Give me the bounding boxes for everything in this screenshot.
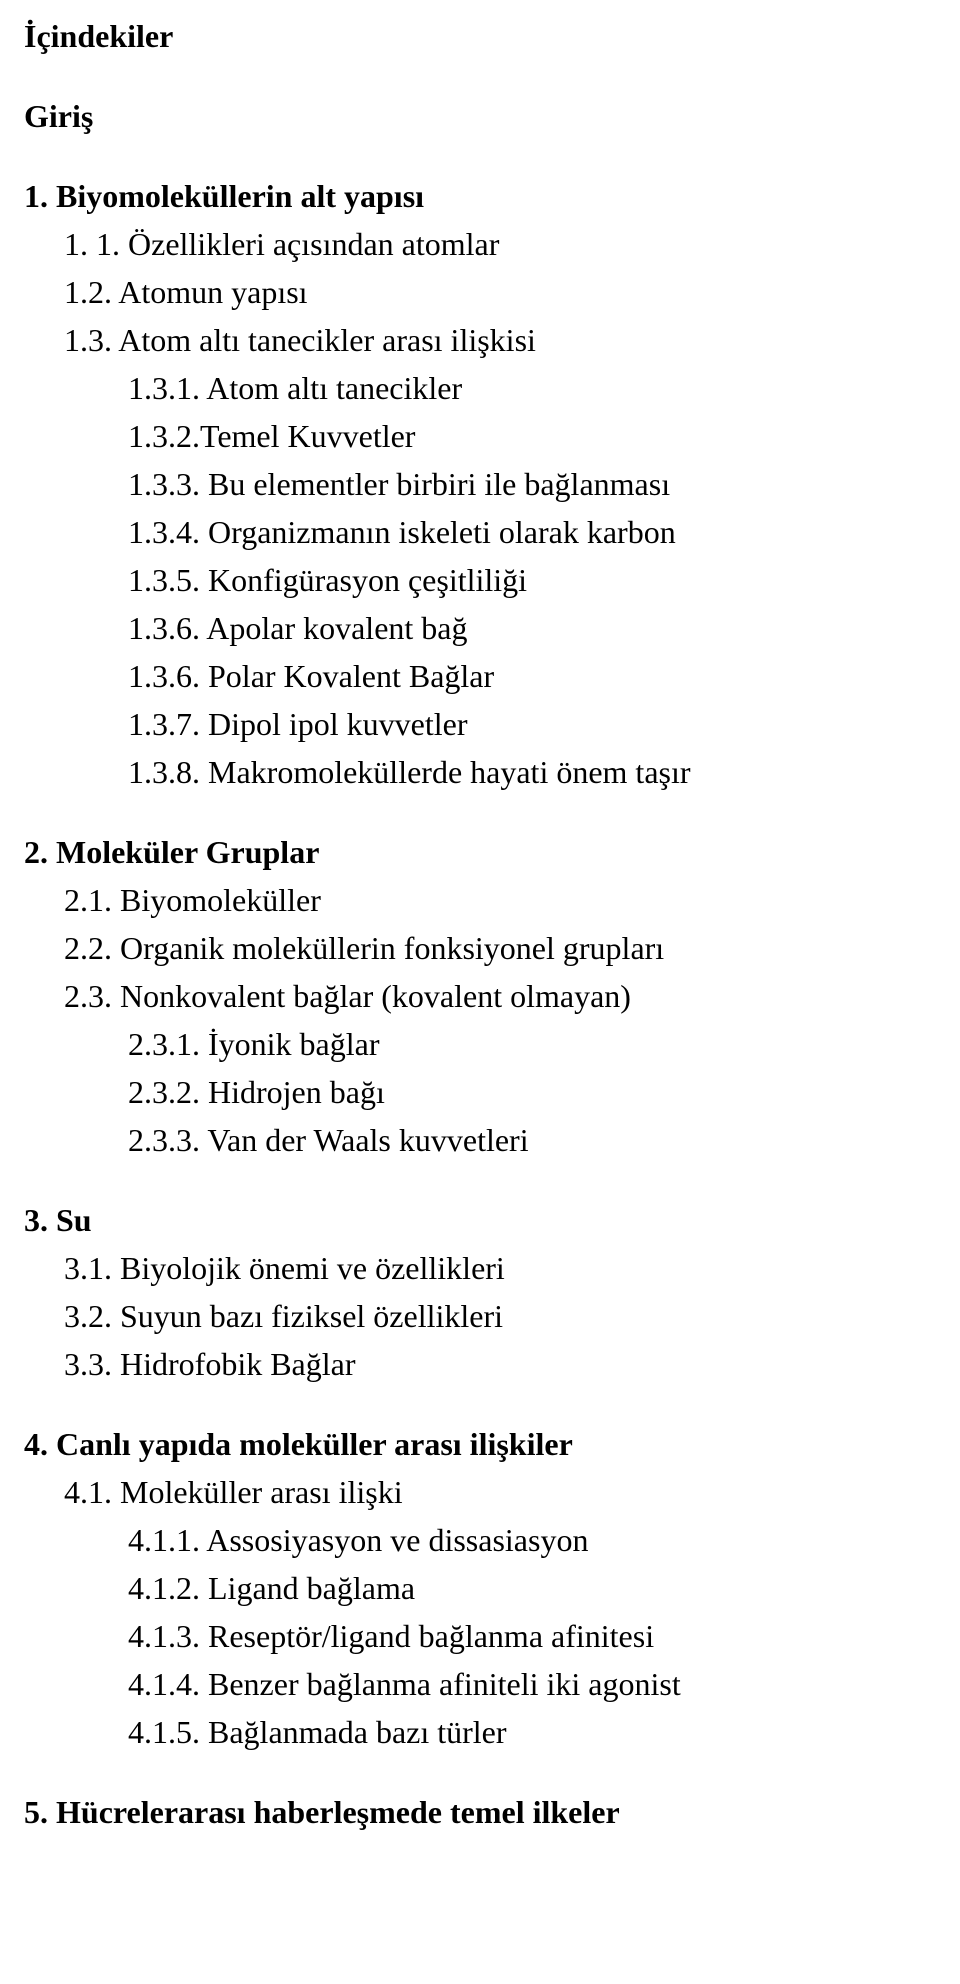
toc-item: 1.3.6. Polar Kovalent Bağlar bbox=[24, 652, 936, 700]
toc-item: 4.1.5. Bağlanmada bazı türler bbox=[24, 1708, 936, 1756]
toc-item: 2.3.3. Van der Waals kuvvetleri bbox=[24, 1116, 936, 1164]
document-root: İçindekiler Giriş 1. Biyomoleküllerin al… bbox=[24, 12, 936, 1836]
toc-item: 4.1.3. Reseptör/ligand bağlanma afinites… bbox=[24, 1612, 936, 1660]
section-5-title: 5. Hücrelerarası haberleşmede temel ilke… bbox=[24, 1788, 936, 1836]
toc-item: 1.3.8. Makromoleküllerde hayati önem taş… bbox=[24, 748, 936, 796]
toc-item: 2.1. Biyomoleküller bbox=[24, 876, 936, 924]
toc-item: 2.2. Organik moleküllerin fonksiyonel gr… bbox=[24, 924, 936, 972]
heading-contents: İçindekiler bbox=[24, 12, 936, 60]
toc-item: 1.3.5. Konfigürasyon çeşitliliği bbox=[24, 556, 936, 604]
section-1-title: 1. Biyomoleküllerin alt yapısı bbox=[24, 172, 936, 220]
section-4-title: 4. Canlı yapıda moleküller arası ilişkil… bbox=[24, 1420, 936, 1468]
toc-item: 3.3. Hidrofobik Bağlar bbox=[24, 1340, 936, 1388]
toc-item: 4.1. Moleküller arası ilişki bbox=[24, 1468, 936, 1516]
toc-item: 2.3. Nonkovalent bağlar (kovalent olmaya… bbox=[24, 972, 936, 1020]
toc-item: 1.3.4. Organizmanın iskeleti olarak karb… bbox=[24, 508, 936, 556]
toc-item: 1.2. Atomun yapısı bbox=[24, 268, 936, 316]
toc-item: 4.1.1. Assosiyasyon ve dissasiasyon bbox=[24, 1516, 936, 1564]
section-3-title: 3. Su bbox=[24, 1196, 936, 1244]
toc-item: 3.1. Biyolojik önemi ve özellikleri bbox=[24, 1244, 936, 1292]
toc-item: 1.3.1. Atom altı tanecikler bbox=[24, 364, 936, 412]
toc-item: 1.3. Atom altı tanecikler arası ilişkisi bbox=[24, 316, 936, 364]
toc-item: 3.2. Suyun bazı fiziksel özellikleri bbox=[24, 1292, 936, 1340]
toc-item: 2.3.1. İyonik bağlar bbox=[24, 1020, 936, 1068]
toc-item: 4.1.2. Ligand bağlama bbox=[24, 1564, 936, 1612]
heading-intro: Giriş bbox=[24, 92, 936, 140]
toc-item: 4.1.4. Benzer bağlanma afiniteli iki ago… bbox=[24, 1660, 936, 1708]
toc-item: 1.3.3. Bu elementler birbiri ile bağlanm… bbox=[24, 460, 936, 508]
toc-item: 1.3.7. Dipol ipol kuvvetler bbox=[24, 700, 936, 748]
toc-item: 1.3.2.Temel Kuvvetler bbox=[24, 412, 936, 460]
section-2-title: 2. Moleküler Gruplar bbox=[24, 828, 936, 876]
toc-item: 1. 1. Özellikleri açısından atomlar bbox=[24, 220, 936, 268]
toc-item: 2.3.2. Hidrojen bağı bbox=[24, 1068, 936, 1116]
toc-item: 1.3.6. Apolar kovalent bağ bbox=[24, 604, 936, 652]
